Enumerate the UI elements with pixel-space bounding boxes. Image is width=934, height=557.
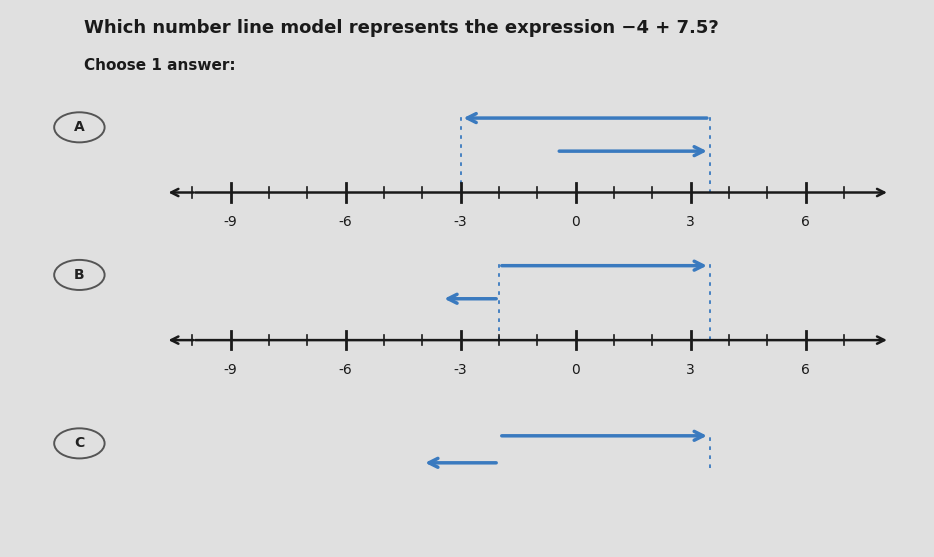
Text: 0: 0 xyxy=(572,363,580,377)
Text: 3: 3 xyxy=(686,363,695,377)
Text: 0: 0 xyxy=(572,215,580,229)
Text: A: A xyxy=(74,120,85,134)
Text: 6: 6 xyxy=(801,215,810,229)
Text: B: B xyxy=(74,268,85,282)
Text: -3: -3 xyxy=(454,215,467,229)
Text: -6: -6 xyxy=(339,363,352,377)
Text: 3: 3 xyxy=(686,215,695,229)
Text: C: C xyxy=(75,436,84,451)
Text: -6: -6 xyxy=(339,215,352,229)
Text: -9: -9 xyxy=(224,363,237,377)
Text: Which number line model represents the expression −4 + 7.5?: Which number line model represents the e… xyxy=(84,19,719,37)
Text: Choose 1 answer:: Choose 1 answer: xyxy=(84,58,235,74)
Text: -9: -9 xyxy=(224,215,237,229)
Text: 6: 6 xyxy=(801,363,810,377)
Text: -3: -3 xyxy=(454,363,467,377)
